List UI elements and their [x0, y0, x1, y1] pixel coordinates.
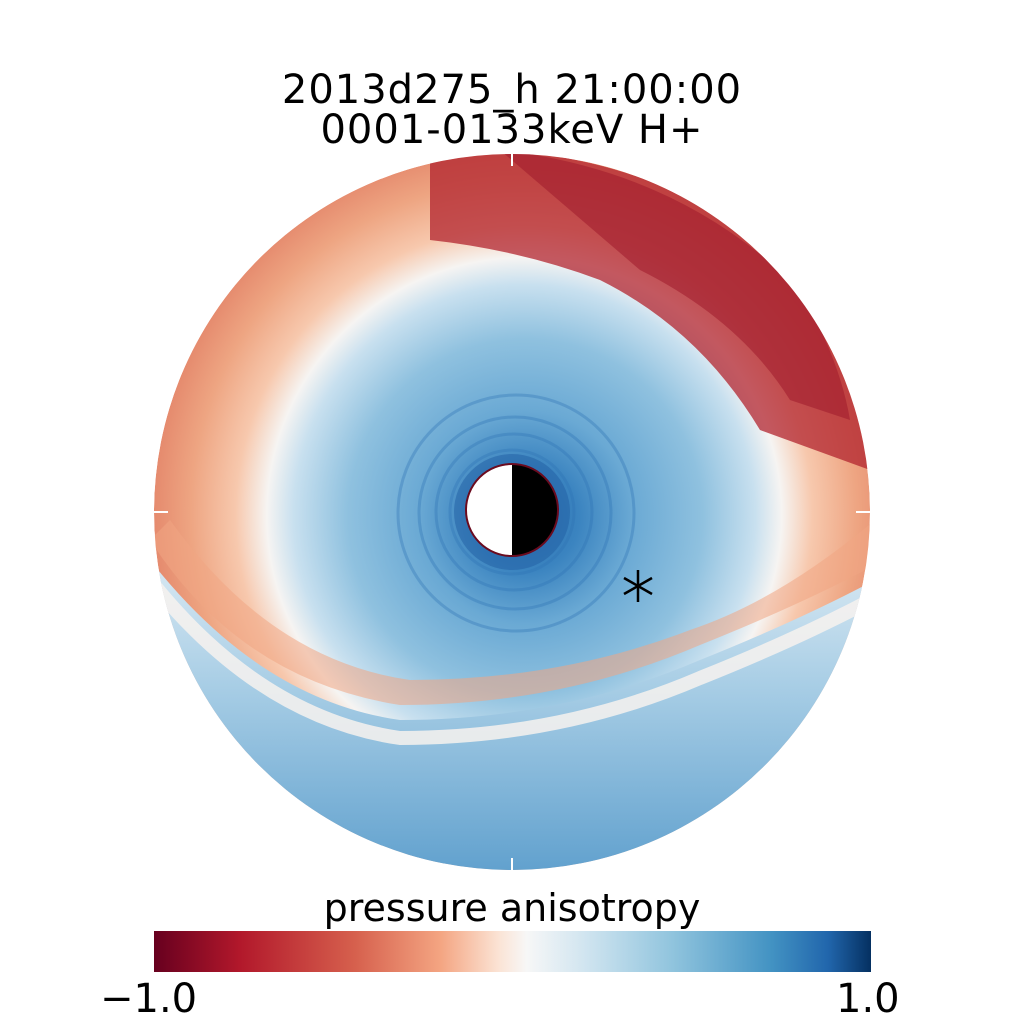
chart-subtitle: 0001-0133keV H+: [320, 107, 704, 153]
earth-icon: [465, 463, 559, 557]
colorbar-min-label: −1.0: [100, 976, 198, 1022]
colorbar: [154, 931, 871, 972]
axis-ticks: [154, 152, 870, 872]
colorbar-label: pressure anisotropy: [323, 886, 701, 930]
chart-title: 2013d275_h 21:00:00: [281, 67, 743, 113]
asterisk-marker-icon: [623, 570, 653, 602]
colorbar-max-label: 1.0: [836, 976, 900, 1022]
